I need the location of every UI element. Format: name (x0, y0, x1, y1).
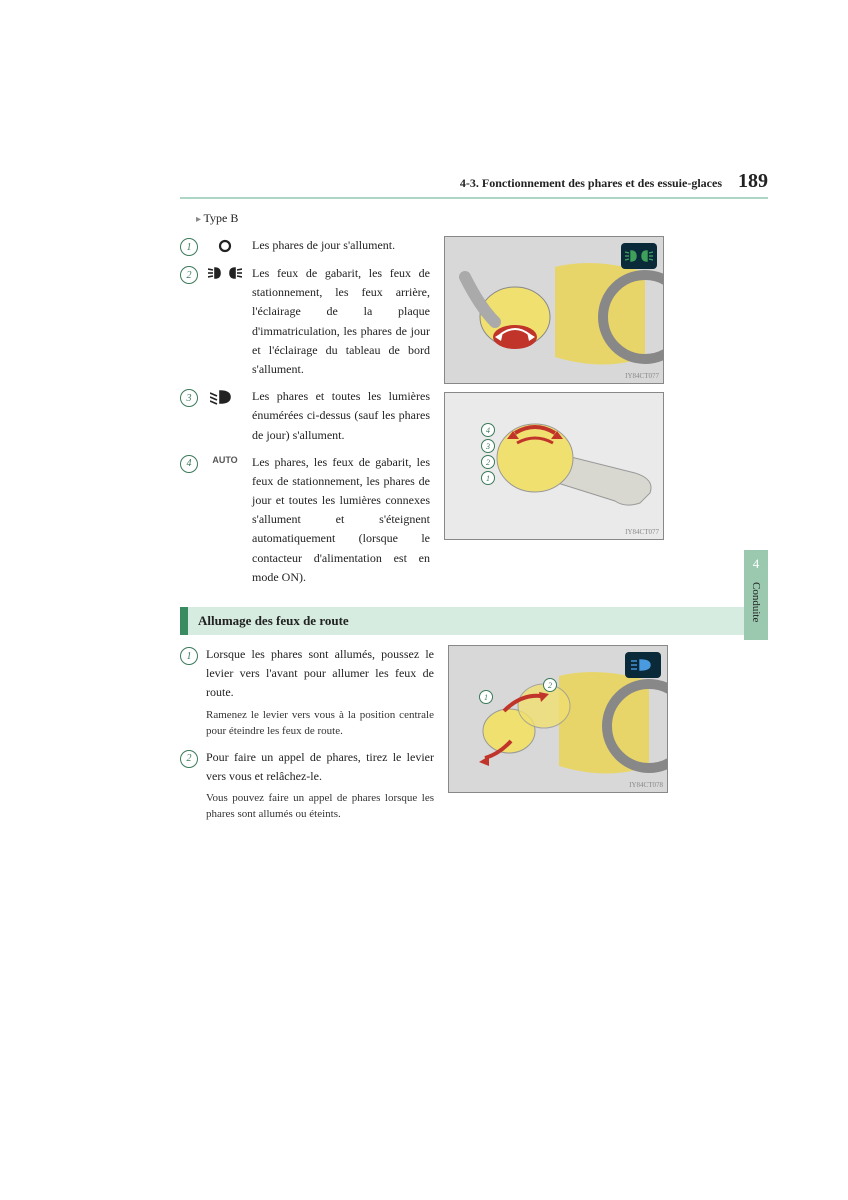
page-content: 4-3. Fonctionnement des phares et des es… (0, 0, 848, 831)
diagram-ref: IY84CT078 (629, 781, 663, 789)
step-number: 1 (180, 647, 198, 665)
item-text: Les feux de gabarit, les feux de station… (252, 264, 430, 379)
page-number: 189 (738, 170, 768, 193)
auto-icon: AUTO (206, 453, 244, 587)
page-header: 4-3. Fonctionnement des phares et des es… (180, 170, 768, 199)
section-heading-text: Allumage des feux de route (198, 613, 349, 629)
section-accent (180, 607, 188, 635)
step-number: 2 (180, 750, 198, 768)
callout-4: 4 (481, 423, 495, 437)
step-number: 3 (180, 389, 198, 407)
image-column: IY84CT077 4 3 2 1 IY84CT077 (444, 236, 664, 595)
callout-3: 3 (481, 439, 495, 453)
image-column: 1 2 IY84CT078 (448, 645, 668, 831)
subtype-label: Type B (196, 211, 768, 226)
list-item: 3 Les phares et toutes les lumières énum… (180, 387, 430, 445)
text-column: 1 Les phares de jour s'allument. 2 (180, 236, 430, 595)
section-title: 4-3. Fonctionnement des phares et des es… (460, 176, 722, 191)
item-text: Les phares, les feux de gabarit, les feu… (252, 453, 430, 587)
list-item: 2 Pour faire un appel de phares, tirez l… (180, 748, 434, 823)
diagram-high-beam: 1 2 IY84CT078 (448, 645, 668, 793)
item-text: Pour faire un appel de phares, tirez le … (206, 748, 434, 786)
chapter-side-tab: 4 Conduite (744, 550, 768, 640)
list-item: 1 Les phares de jour s'allument. (180, 236, 430, 256)
diagram-ref: IY84CT077 (625, 528, 659, 536)
text-column: 1 Lorsque les phares sont allumés, pouss… (180, 645, 434, 831)
item-text: Les phares de jour s'allument. (252, 236, 430, 256)
off-icon (206, 236, 244, 256)
callout-2: 2 (481, 455, 495, 469)
step-number: 4 (180, 455, 198, 473)
item-text: Les phares et toutes les lumières énumér… (252, 387, 430, 445)
diagram-ref: IY84CT077 (625, 372, 659, 380)
step-number: 1 (180, 238, 198, 256)
low-beam-icon (206, 387, 244, 445)
callout-2: 2 (543, 678, 557, 692)
chapter-number: 4 (753, 556, 760, 572)
item-text: Lorsque les phares sont allumés, poussez… (206, 645, 434, 703)
step-number: 2 (180, 266, 198, 284)
section-heading-bar: Allumage des feux de route (180, 607, 768, 635)
content-row-2: 1 Lorsque les phares sont allumés, pouss… (180, 645, 768, 831)
callout-1: 1 (479, 690, 493, 704)
dash-indicator-badge (621, 243, 657, 269)
list-item: 1 Lorsque les phares sont allumés, pouss… (180, 645, 434, 740)
list-item: 2 Les feux de gabarit, les feux de stati… (180, 264, 430, 379)
content-row-1: 1 Les phares de jour s'allument. 2 (180, 236, 768, 595)
item-note: Ramenez le levier vers vous à la positio… (206, 707, 434, 740)
dash-indicator-badge (625, 652, 661, 678)
diagram-stalk-dashboard: IY84CT077 (444, 236, 664, 384)
list-item: 4 AUTO Les phares, les feux de gabarit, … (180, 453, 430, 587)
callout-1: 1 (481, 471, 495, 485)
diagram-stalk-positions: 4 3 2 1 IY84CT077 (444, 392, 664, 540)
chapter-label: Conduite (750, 582, 762, 622)
parking-lights-icon (206, 264, 244, 379)
item-note: Vous pouvez faire un appel de phares lor… (206, 790, 434, 823)
